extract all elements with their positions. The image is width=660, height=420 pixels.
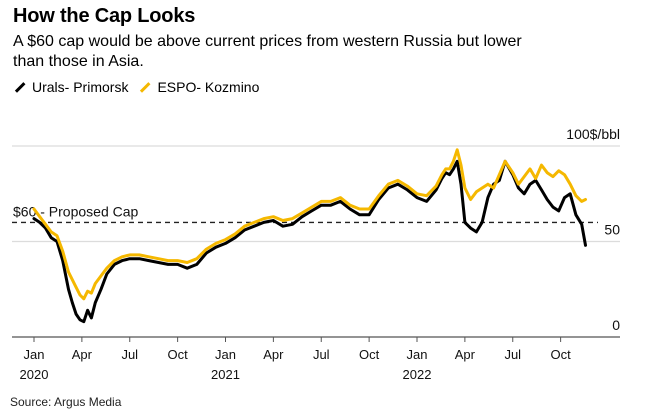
x-axis: Jan 2020 Apr Jul Oct Jan 2021 Apr Jul Oct Jan 2022 A… bbox=[12, 336, 620, 382]
legend-label-espo: ESPO- Kozmino bbox=[157, 79, 260, 95]
x-tick-label-3: Oct bbox=[168, 347, 189, 362]
source-note: Source: Argus Media bbox=[10, 395, 122, 409]
y-tick-label-100: 100$/bbl bbox=[566, 126, 620, 142]
series-line-espo-kozmino bbox=[32, 148, 587, 301]
y-axis-labels: 0 50 100$/bbl bbox=[566, 126, 620, 333]
legend-label-urals: Urals- Primorsk bbox=[32, 79, 129, 95]
x-tick-label-5: Apr bbox=[263, 347, 284, 362]
x-tick-label-4: Jan bbox=[215, 347, 236, 362]
x-year-label-2021: 2021 bbox=[211, 367, 240, 382]
gridlines bbox=[12, 145, 620, 243]
x-tick-label-10: Jul bbox=[504, 347, 521, 362]
y-tick-label-0: 0 bbox=[612, 317, 620, 333]
reference-line-group: $60 - Proposed Cap bbox=[12, 203, 598, 224]
x-tick-label-9: Apr bbox=[455, 347, 476, 362]
legend-item-urals: Urals- Primorsk bbox=[13, 79, 128, 95]
x-year-label-2022: 2022 bbox=[403, 367, 432, 382]
chart-title: How the Cap Looks bbox=[13, 5, 196, 27]
x-tick-label-0: Jan bbox=[24, 347, 45, 362]
x-year-label-2020: 2020 bbox=[20, 367, 49, 382]
y-tick-label-50: 50 bbox=[604, 222, 620, 238]
series-lines bbox=[32, 148, 587, 324]
proposed-cap-label: $60 - Proposed Cap bbox=[13, 203, 139, 219]
x-tick-label-8: Jan bbox=[407, 347, 428, 362]
x-tick-label-1: Apr bbox=[72, 347, 93, 362]
legend-item-espo: ESPO- Kozmino bbox=[138, 79, 259, 95]
x-tick-label-11: Oct bbox=[551, 347, 572, 362]
x-tick-label-7: Oct bbox=[359, 347, 380, 362]
legend: Urals- Primorsk ESPO- Kozmino bbox=[13, 79, 269, 95]
x-tick-label-6: Jul bbox=[313, 347, 330, 362]
chart-subtitle: A $60 cap would be above current prices … bbox=[13, 33, 522, 70]
x-tick-label-2: Jul bbox=[121, 347, 138, 362]
